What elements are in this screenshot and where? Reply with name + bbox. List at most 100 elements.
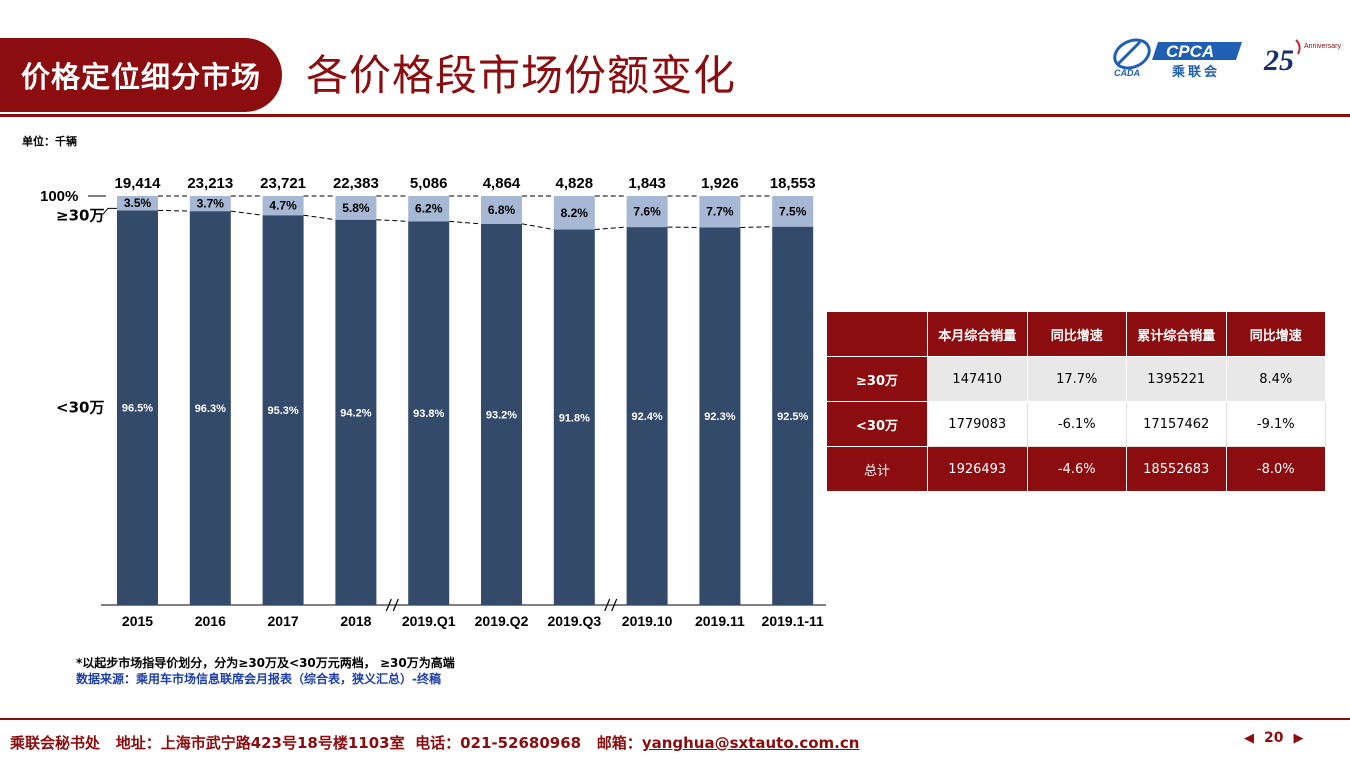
- bar-upper-segment: [408, 196, 450, 222]
- section-tab-label: 价格定位细分市场: [20, 60, 261, 94]
- axis-break-mark: [611, 598, 618, 612]
- table-cell: 147410: [927, 356, 1028, 402]
- table-cell: 1926493: [927, 446, 1028, 492]
- table-cell: 1395221: [1126, 356, 1227, 402]
- pager: ◀ 20 ▶: [1244, 730, 1303, 746]
- table-cell: -9.1%: [1225, 401, 1326, 447]
- bar-upper-value-label: 8.2%: [561, 206, 589, 220]
- footer-email-link[interactable]: yanghua@sxtauto.com.cn: [641, 734, 860, 752]
- footer: 乘联会秘书处 地址：上海市武宁路423号18号楼1103室 电话：021-526…: [10, 732, 859, 753]
- row-label: <30万: [826, 401, 928, 447]
- connector-split-line: [303, 214, 336, 221]
- table-header-cell: 本月综合销量: [927, 311, 1028, 357]
- footer-divider: [0, 718, 1350, 720]
- bar-lower-segment: [189, 211, 231, 605]
- bar-upper-segment: [189, 196, 231, 212]
- table-cell: 1779083: [927, 401, 1028, 447]
- bar-total-label: 4,864: [483, 175, 521, 192]
- bar-upper-value-label: 5.8%: [342, 201, 370, 215]
- table-cell: 17157462: [1126, 401, 1227, 447]
- table-row: ≥30万 147410 17.7% 1395221 8.4%: [826, 356, 1326, 402]
- x-tick-label: 2019.1-11: [762, 613, 824, 629]
- bar-upper-segment: [481, 196, 522, 224]
- table-header-cell: 累计综合销量: [1126, 311, 1227, 357]
- segment-lower-label: <30万: [56, 399, 104, 417]
- footnote: *以起步市场指导价划分，分为≥30万及<30万元两档， ≥30万为高端: [76, 656, 455, 670]
- table-header-row: 本月综合销量 同比增速 累计综合销量 同比增速: [826, 311, 1326, 357]
- connector-split-line: [521, 223, 554, 231]
- segment-upper-label: ≥30万: [56, 206, 104, 224]
- bar-total-label: 1,843: [628, 175, 666, 192]
- x-tick-label: 2015: [122, 613, 153, 629]
- bar-upper-segment: [772, 196, 814, 227]
- sales-table: 本月综合销量 同比增速 累计综合销量 同比增速 ≥30万 147410 17.7…: [826, 311, 1326, 492]
- bar-lower-value-label: 96.3%: [195, 403, 226, 415]
- anniversary-logo: 25 Anniversary: [1263, 39, 1341, 77]
- connector-split-line: [740, 226, 773, 228]
- segment-upper-pointer: [102, 207, 117, 215]
- bar-upper-segment: [553, 196, 595, 230]
- table-header-cell: [826, 311, 928, 357]
- table-cell: 8.4%: [1225, 356, 1326, 402]
- connector-split-line: [376, 219, 409, 222]
- x-tick-label: 2019.Q2: [475, 613, 529, 629]
- bar-lower-segment: [335, 219, 377, 606]
- x-tick-label: 2019.Q3: [547, 613, 601, 629]
- bar-upper-value-label: 7.6%: [633, 205, 661, 219]
- table-cell: 17.7%: [1026, 356, 1127, 402]
- footer-email-label: 邮箱：: [596, 734, 642, 752]
- bar-upper-segment: [262, 196, 304, 216]
- page-number: 20: [1264, 730, 1284, 746]
- bar-lower-segment: [481, 223, 522, 605]
- x-tick-label: 2018: [340, 613, 371, 629]
- x-tick-label: 2016: [195, 613, 226, 629]
- bar-lower-segment: [553, 229, 595, 605]
- table-row: <30万 1779083 -6.1% 17157462 -9.1%: [826, 401, 1326, 447]
- bar-lower-segment: [408, 221, 450, 605]
- bar-upper-value-label: 6.2%: [415, 202, 443, 216]
- connector-split-line: [449, 220, 482, 225]
- page-title: 各价格段市场份额变化: [306, 51, 737, 100]
- bar-total-label: 22,383: [333, 175, 379, 192]
- bar-lower-value-label: 91.8%: [559, 412, 590, 424]
- anniversary-text: Anniversary: [1304, 43, 1341, 50]
- footer-phone: 电话：021-52680968: [415, 734, 582, 752]
- bar-upper-segment: [117, 196, 158, 211]
- bar-lower-value-label: 93.8%: [413, 408, 444, 420]
- axis-break-mark: [392, 598, 399, 612]
- table-cell: -6.1%: [1026, 401, 1127, 447]
- bar-lower-value-label: 92.5%: [777, 411, 808, 423]
- bar-total-label: 5,086: [410, 175, 448, 192]
- bar-upper-value-label: 4.7%: [269, 199, 297, 213]
- bar-total-label: 19,414: [115, 175, 162, 192]
- connector-split-line: [230, 210, 263, 216]
- footer-org: 乘联会秘书处: [10, 734, 101, 752]
- anniversary-number: 25: [1263, 44, 1294, 77]
- row-label: 总计: [826, 446, 928, 492]
- row-label: ≥30万: [826, 356, 928, 402]
- footer-address: 地址：上海市武宁路423号18号楼1103室: [115, 734, 405, 752]
- bar-lower-value-label: 94.2%: [340, 407, 371, 419]
- axis-break-mark: [604, 598, 611, 612]
- table-cell: -8.0%: [1225, 446, 1326, 492]
- cpca-logo: CADA CPCA 乘联会: [1113, 38, 1242, 80]
- bar-upper-value-label: 7.7%: [706, 205, 734, 219]
- y-top-label: 100%: [40, 188, 78, 205]
- bar-upper-segment: [335, 196, 377, 220]
- cpca-text: CPCA: [1166, 42, 1214, 61]
- table-cell: -4.6%: [1026, 446, 1127, 492]
- share-stacked-bar-chart: 96.5% 3.5% 19,414 2015 96.3% 3.7% 23,213 2016 95…: [40, 175, 826, 629]
- bar-total-label: 1,926: [701, 175, 739, 192]
- bar-total-label: 23,213: [187, 175, 233, 192]
- bar-lower-segment: [262, 215, 304, 605]
- bar-upper-value-label: 6.8%: [488, 203, 516, 217]
- x-tick-label: 2019.10: [622, 613, 673, 629]
- section-tab: 价格定位细分市场: [0, 38, 282, 112]
- bar-lower-segment: [772, 226, 814, 606]
- axis-break-mark: [385, 598, 392, 612]
- bar-upper-value-label: 3.5%: [124, 196, 152, 210]
- next-page-icon[interactable]: ▶: [1293, 730, 1304, 746]
- bar-total-label: 23,721: [260, 175, 306, 192]
- prev-page-icon[interactable]: ◀: [1244, 730, 1254, 746]
- connector-split-line: [157, 209, 190, 212]
